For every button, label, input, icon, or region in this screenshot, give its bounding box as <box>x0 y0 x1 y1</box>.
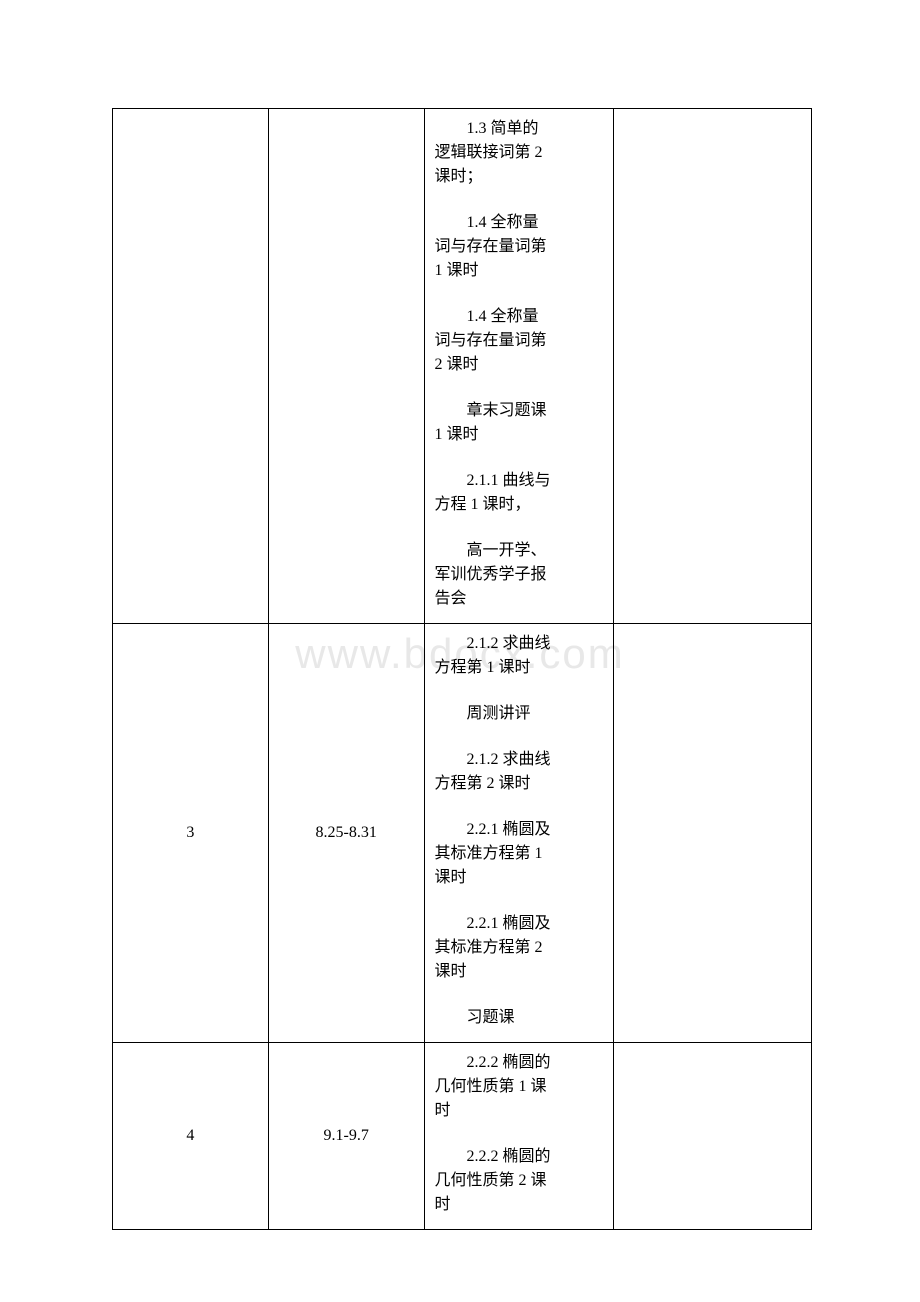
content-line: 词与存在量词第 <box>435 332 547 349</box>
notes-cell <box>614 624 812 1043</box>
content-line: 2.1.1 曲线与 <box>435 472 551 489</box>
content-block: 2.1.2 求曲线方程第 1 课时 <box>435 632 604 680</box>
content-block: 2.2.2 椭圆的几何性质第 2 课时 <box>435 1145 604 1217</box>
content-line: 习题课 <box>435 1009 515 1026</box>
content-line: 1 课时 <box>435 262 479 279</box>
table-row: 38.25-8.31 2.1.2 求曲线方程第 1 课时 周测讲评 2.1.2 … <box>113 624 812 1043</box>
dates-cell: 9.1-9.7 <box>268 1043 424 1230</box>
content-line: 几何性质第 2 课 <box>435 1172 547 1189</box>
content-block: 2.2.1 椭圆及其标准方程第 1 课时 <box>435 818 604 890</box>
content-line: 方程第 2 课时 <box>435 775 531 792</box>
content-block: 1.4 全称量词与存在量词第 2 课时 <box>435 305 604 377</box>
content-line: 方程 1 课时， <box>435 496 531 513</box>
content-cell: 2.2.2 椭圆的几何性质第 1 课时 2.2.2 椭圆的几何性质第 2 课时 <box>424 1043 614 1230</box>
content-line: 2.2.2 椭圆的 <box>435 1054 551 1071</box>
content-line: 其标准方程第 1 <box>435 845 543 862</box>
week-cell: 3 <box>113 624 269 1043</box>
content-block: 1.4 全称量词与存在量词第 1 课时 <box>435 211 604 283</box>
content-line: 2.1.2 求曲线 <box>435 751 551 768</box>
content-line: 课时 <box>435 869 467 886</box>
content-line: 课时 <box>435 963 467 980</box>
content-block: 周测讲评 <box>435 702 604 726</box>
content-block: 2.1.1 曲线与方程 1 课时， <box>435 469 604 517</box>
content-line: 几何性质第 1 课 <box>435 1078 547 1095</box>
content-block: 2.2.2 椭圆的几何性质第 1 课时 <box>435 1051 604 1123</box>
dates-cell: 8.25-8.31 <box>268 624 424 1043</box>
content-line: 2.1.2 求曲线 <box>435 635 551 652</box>
content-line: 2.2.1 椭圆及 <box>435 915 551 932</box>
content-line: 词与存在量词第 <box>435 238 547 255</box>
content-line: 章末习题课 <box>435 402 547 419</box>
content-line: 其标准方程第 2 <box>435 939 543 956</box>
table-row: 1.3 简单的逻辑联接词第 2 课时； 1.4 全称量词与存在量词第 1 课时 1.… <box>113 109 812 624</box>
content-block: 章末习题课 1 课时 <box>435 399 604 447</box>
content-line: 告会 <box>435 590 467 607</box>
content-cell: 1.3 简单的逻辑联接词第 2 课时； 1.4 全称量词与存在量词第 1 课时 1.… <box>424 109 614 624</box>
content-block: 2.1.2 求曲线方程第 2 课时 <box>435 748 604 796</box>
schedule-table: 1.3 简单的逻辑联接词第 2 课时； 1.4 全称量词与存在量词第 1 课时 1.… <box>112 108 812 1230</box>
content-cell: 2.1.2 求曲线方程第 1 课时 周测讲评 2.1.2 求曲线方程第 2 课时… <box>424 624 614 1043</box>
dates-cell <box>268 109 424 624</box>
content-line: 1.4 全称量 <box>435 214 539 231</box>
content-line: 课时； <box>435 168 483 185</box>
week-cell: 4 <box>113 1043 269 1230</box>
content-line: 高一开学、 <box>435 542 547 559</box>
content-block: 2.2.1 椭圆及其标准方程第 2 课时 <box>435 912 604 984</box>
content-line: 方程第 1 课时 <box>435 659 531 676</box>
content-line: 1.3 简单的 <box>435 120 539 137</box>
notes-cell <box>614 1043 812 1230</box>
week-cell <box>113 109 269 624</box>
content-line: 1.4 全称量 <box>435 308 539 325</box>
content-block: 1.3 简单的逻辑联接词第 2 课时； <box>435 117 604 189</box>
content-line: 逻辑联接词第 2 <box>435 144 543 161</box>
content-block: 高一开学、军训优秀学子报告会 <box>435 539 604 611</box>
table-row: 49.1-9.7 2.2.2 椭圆的几何性质第 1 课时 2.2.2 椭圆的几何… <box>113 1043 812 1230</box>
content-line: 2 课时 <box>435 356 479 373</box>
content-line: 1 课时 <box>435 426 479 443</box>
content-line: 时 <box>435 1196 451 1213</box>
content-line: 2.2.1 椭圆及 <box>435 821 551 838</box>
content-line: 时 <box>435 1102 451 1119</box>
content-line: 军训优秀学子报 <box>435 566 547 583</box>
notes-cell <box>614 109 812 624</box>
content-line: 2.2.2 椭圆的 <box>435 1148 551 1165</box>
content-block: 习题课 <box>435 1006 604 1030</box>
content-line: 周测讲评 <box>435 705 531 722</box>
